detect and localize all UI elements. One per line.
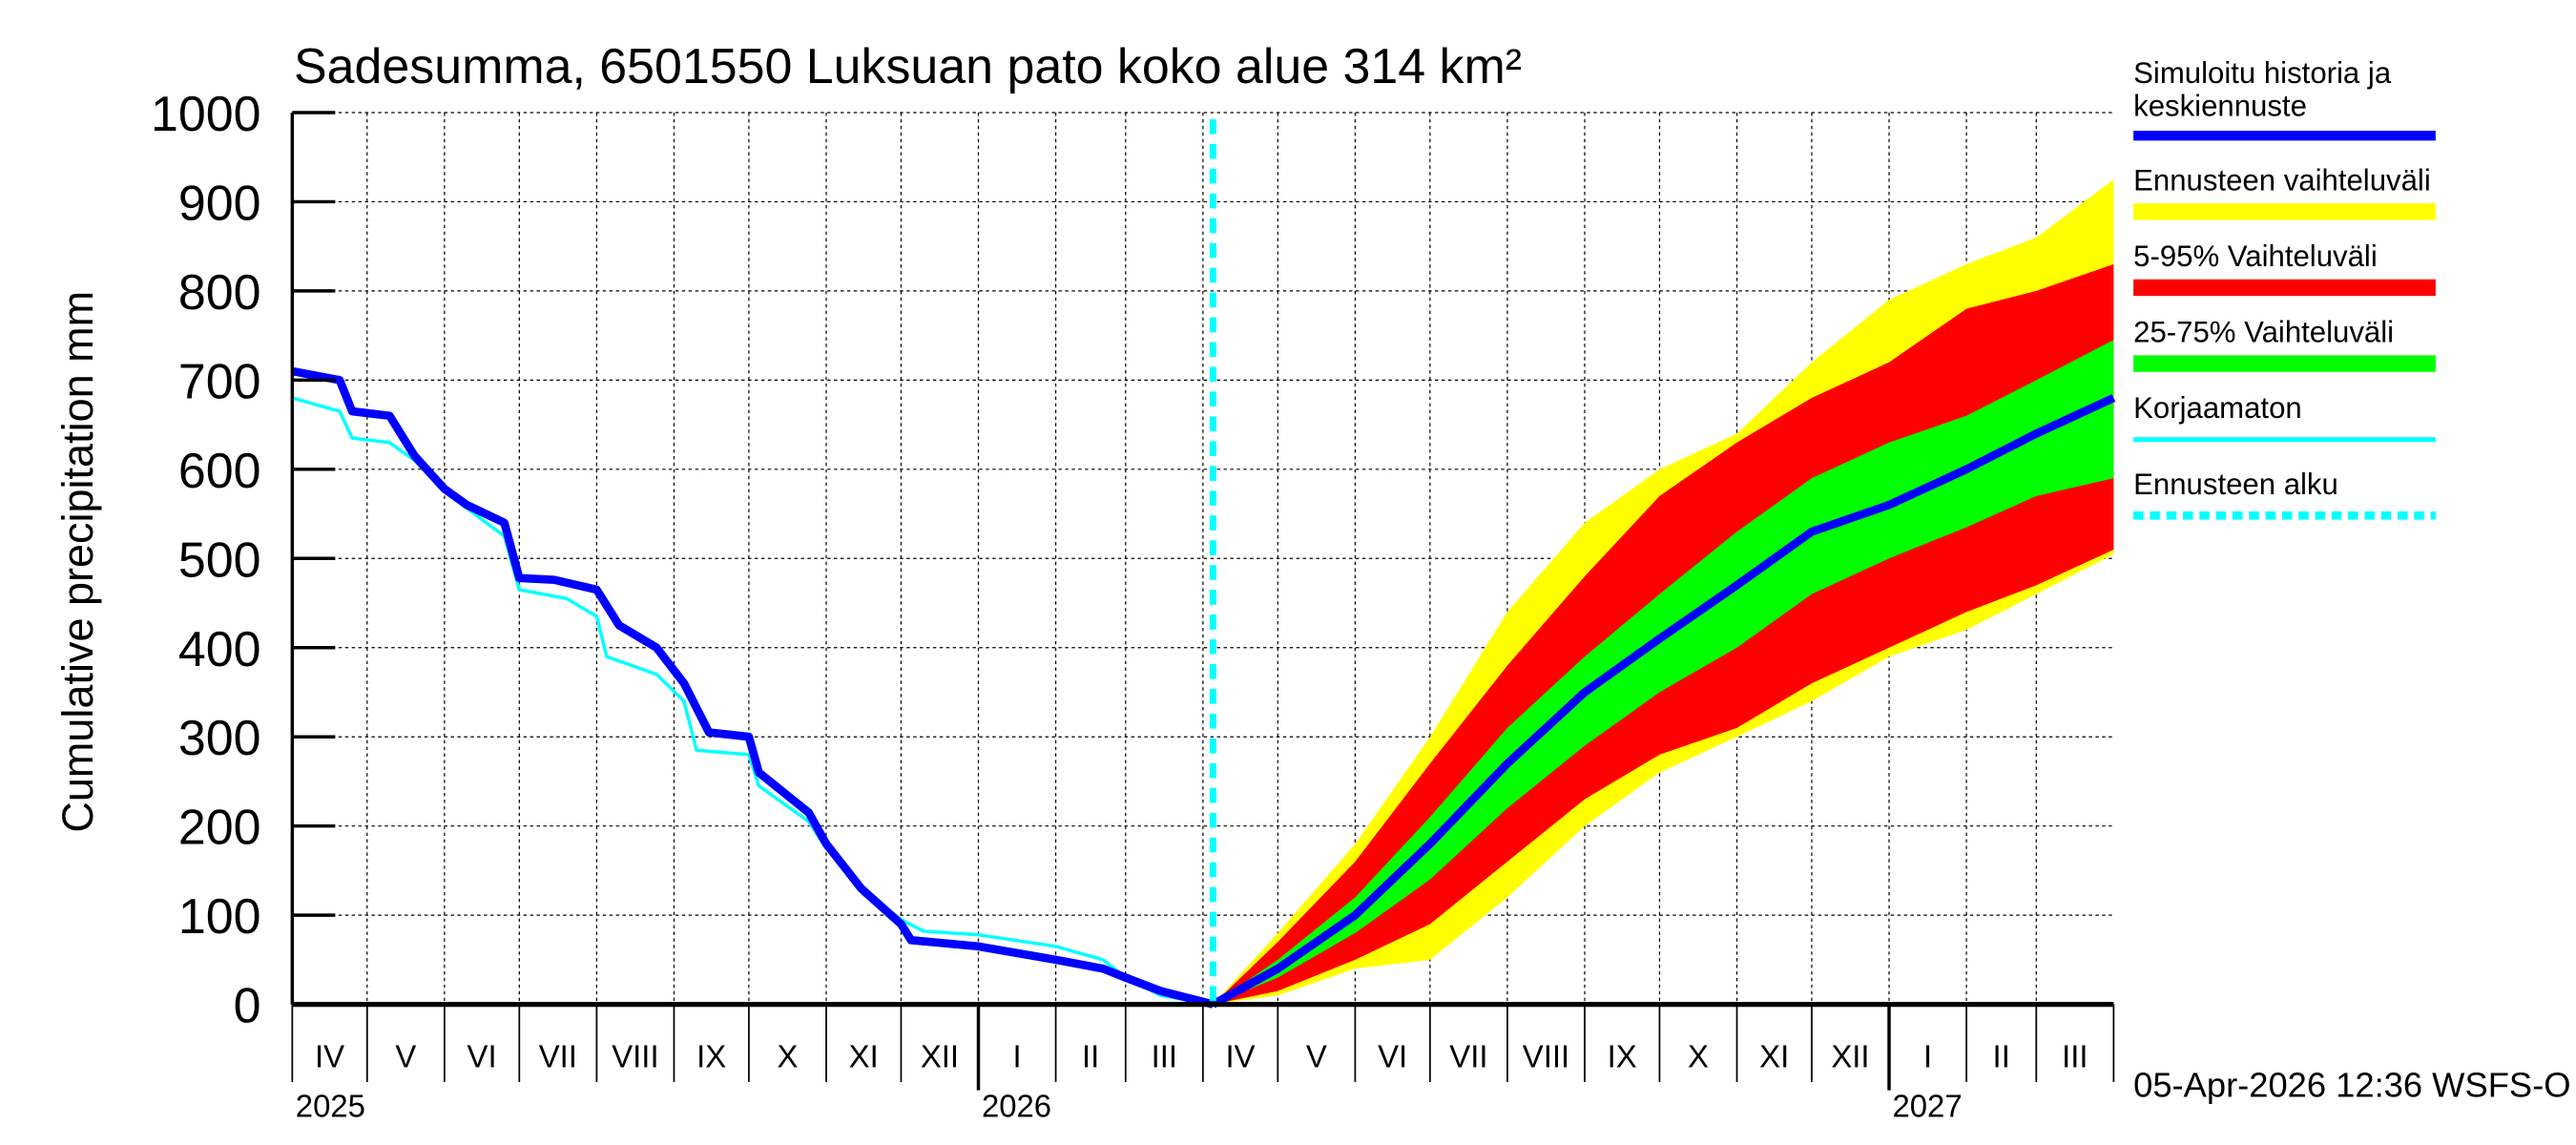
x-month-label: X [1688,1038,1709,1073]
x-month-label: IV [315,1038,344,1073]
y-axis-label: Cumulative precipitation mm [53,291,102,833]
y-tick-label: 1000 [151,87,260,142]
x-month-label: III [2062,1038,2088,1073]
x-month-label: XII [1831,1038,1869,1073]
band-25-75 [1213,340,2114,1005]
x-month-label: I [1012,1038,1021,1073]
y-tick-label: 100 [178,889,261,945]
x-month-label: IX [1608,1038,1637,1073]
footer-timestamp: 05-Apr-2026 12:36 WSFS-O [2133,1066,2570,1105]
x-month-label: X [777,1038,798,1073]
x-month-label: VIII [612,1038,658,1073]
x-month-label: VII [1449,1038,1487,1073]
y-tick-label: 700 [178,354,261,409]
x-year-label: 2025 [296,1088,365,1123]
series-lines [291,118,2116,1009]
median-forecast-line [1211,394,2116,1009]
y-tick-label: 200 [178,801,261,856]
x-month-label: VI [467,1038,497,1073]
y-tick-label: 300 [178,711,261,766]
y-tick-label: 900 [178,176,261,231]
chart-title: Sadesumma, 6501550 Luksuan pato koko alu… [294,39,1522,94]
legend-label: 25-75% Vaihteluväli [2133,316,2394,349]
x-month-label: V [1306,1038,1327,1073]
x-month-label: V [395,1038,416,1073]
uncorrected-line [291,396,1214,1007]
x-month-label: IV [1226,1038,1256,1073]
x-month-label: XI [849,1038,879,1073]
legend-label: Ennusteen vaihteluväli [2133,163,2431,197]
legend-label: Korjaamaton [2133,391,2302,425]
x-year-label: 2026 [982,1088,1051,1123]
legend-label: 5-95% Vaihteluväli [2133,239,2378,273]
x-month-label: XII [921,1038,959,1073]
history-line [291,366,1215,1009]
forecast-bands [1213,179,2114,1005]
x-month-label: IX [696,1038,726,1073]
y-tick-label: 800 [178,265,261,321]
legend-label: Simuloitu historia ja [2133,56,2392,90]
x-month-label: VII [539,1038,577,1073]
x-year-label: 2027 [1892,1088,1962,1123]
x-month-label: II [1082,1038,1099,1073]
y-tick-label: 0 [234,979,261,1034]
x-month-label: II [1993,1038,2010,1073]
x-month-label: VIII [1523,1038,1569,1073]
x-month-label: I [1923,1038,1932,1073]
x-month-label: XI [1759,1038,1789,1073]
y-tick-label: 500 [178,532,261,588]
y-tick-label: 600 [178,444,261,499]
legend-label: Ennusteen alku [2133,468,2338,501]
x-month-label: III [1152,1038,1177,1073]
x-month-label: VI [1378,1038,1407,1073]
y-tick-label: 400 [178,622,261,677]
legend-label: keskiennuste [2133,89,2307,122]
